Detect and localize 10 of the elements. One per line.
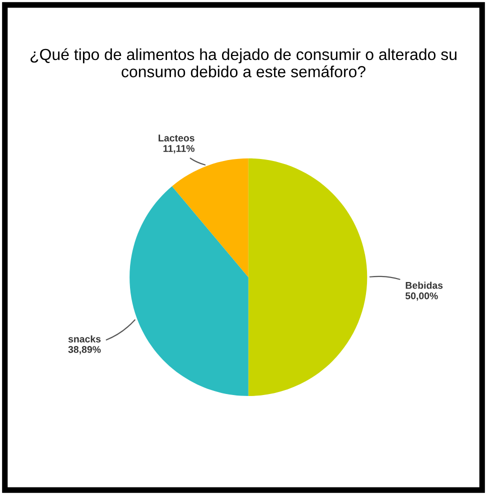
slice-label: snacks — [68, 335, 101, 342]
slice-label: Lacteos — [158, 134, 194, 142]
slice-label: Bebidas — [406, 282, 443, 289]
data-label: 50,00% — [405, 292, 438, 301]
data-label: 38,89% — [68, 346, 101, 354]
pie-slice — [130, 186, 248, 396]
data-label: 11,11% — [163, 145, 194, 154]
chart-title: ¿Qué tipo de alimentos ha dejado de consumir o alterado su consumo debido a este semáforo? — [30, 48, 456, 78]
pie-slice — [172, 158, 248, 278]
pie-slice — [248, 158, 368, 396]
